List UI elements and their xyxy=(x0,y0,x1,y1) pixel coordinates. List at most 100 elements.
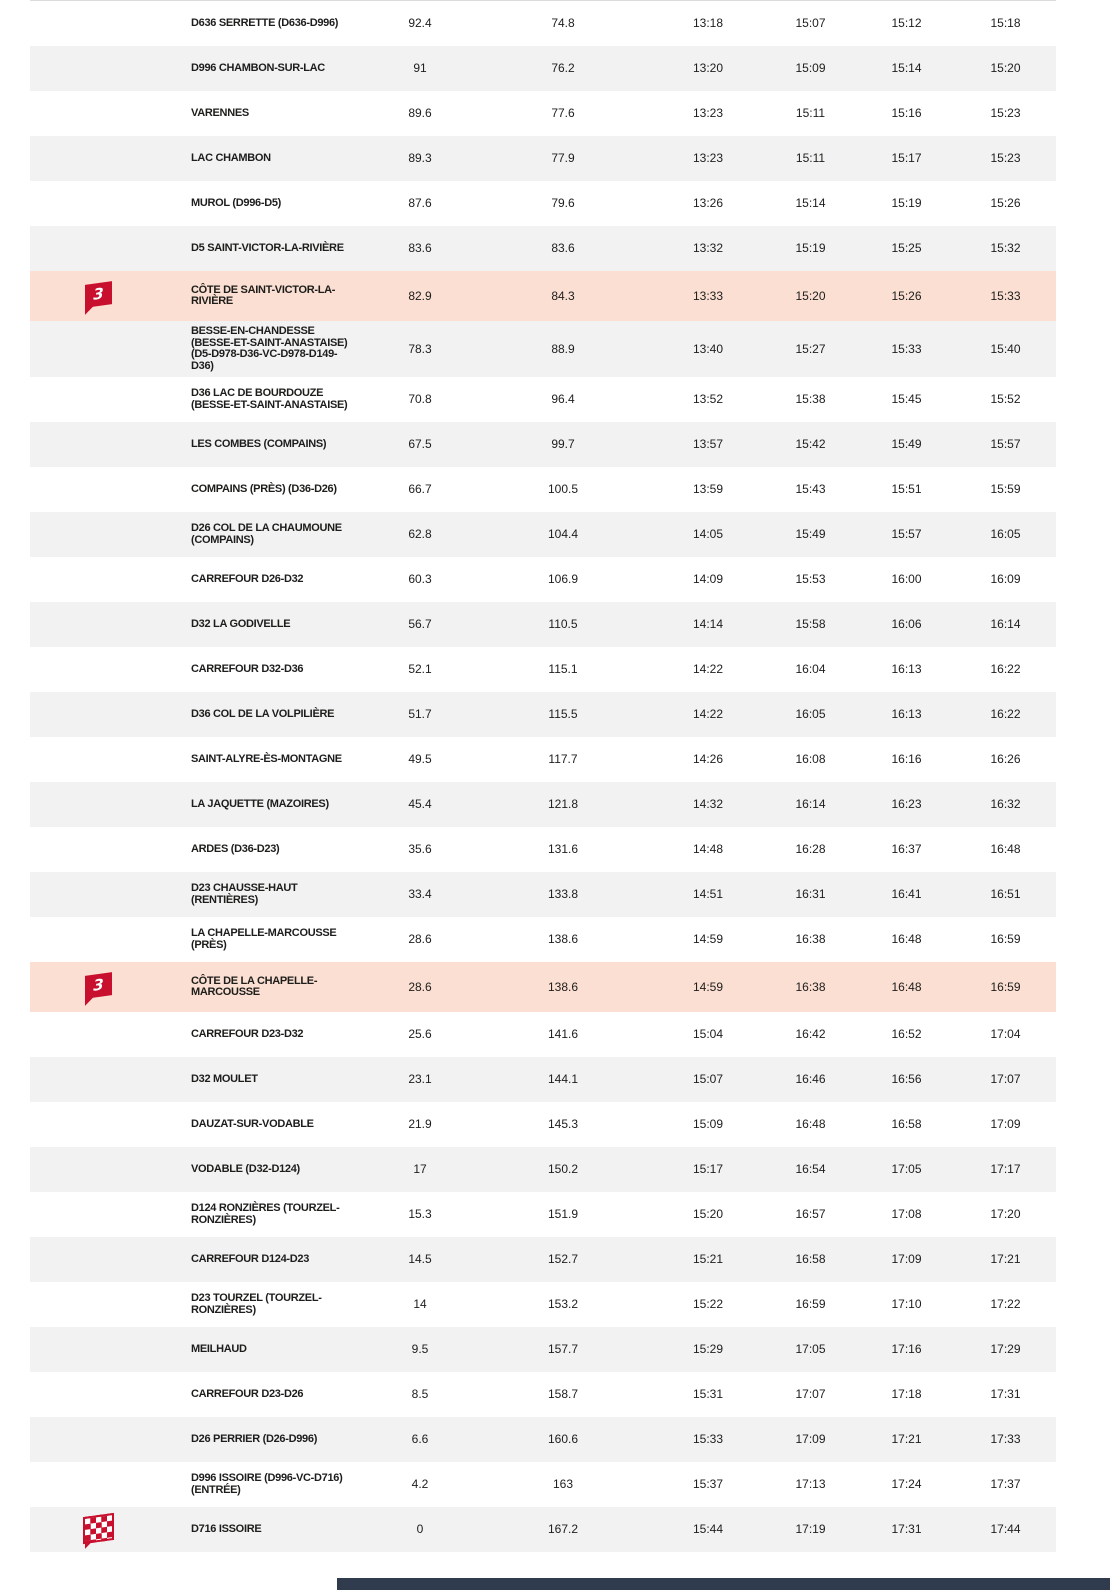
time-cell-3: 15:57 xyxy=(891,527,922,541)
marker-cell xyxy=(30,1,167,46)
time-cell-2: 16:05 xyxy=(795,707,826,721)
time-cell-3: 17:16 xyxy=(891,1342,922,1356)
marker-cell xyxy=(30,1057,167,1102)
marker-cell xyxy=(30,557,167,602)
time-cell-4: 17:04 xyxy=(990,1027,1021,1041)
time-cell-2: 15:53 xyxy=(795,572,826,586)
time-cell-3: 17:21 xyxy=(891,1432,922,1446)
km-covered-cell: 153.2 xyxy=(547,1297,579,1311)
marker-cell xyxy=(30,1462,167,1507)
location-name: D636 SERRETTE (D636-D996) xyxy=(191,16,339,29)
km-covered-cell: 84.3 xyxy=(551,288,575,303)
time-cell-3: 17:18 xyxy=(891,1387,922,1401)
km-covered-cell: 138.6 xyxy=(547,932,579,946)
km-covered-cell: 157.7 xyxy=(547,1342,579,1356)
time-cell-2: 17:09 xyxy=(795,1432,826,1446)
time-cell-4: 15:23 xyxy=(990,151,1021,165)
km-covered-cell: 99.7 xyxy=(551,437,575,451)
time-cell-3: 16:00 xyxy=(891,572,922,586)
category-3-climb-icon: 3 xyxy=(85,281,112,315)
timetable-row: D5 SAINT-VICTOR-LA-RIVIÈRE 83.6 83.6 13:… xyxy=(30,226,1056,271)
km-covered-cell: 104.4 xyxy=(547,527,579,541)
km-to-go-cell: 33.4 xyxy=(408,887,432,901)
flag-tail xyxy=(85,305,94,315)
time-cell-2: 16:38 xyxy=(795,932,826,946)
km-to-go-cell: 78.3 xyxy=(408,341,432,356)
timetable-row: CARREFOUR D32-D36 52.1 115.1 14:22 16:04… xyxy=(30,647,1056,692)
km-covered-cell: 144.1 xyxy=(547,1072,579,1086)
marker-cell: 3 xyxy=(30,271,167,321)
time-cell-1: 15:22 xyxy=(692,1297,724,1311)
marker-cell xyxy=(30,321,167,377)
km-covered-cell: 88.9 xyxy=(551,341,575,356)
climb-category-number: 3 xyxy=(93,975,104,995)
time-cell-4: 16:09 xyxy=(990,572,1021,586)
timetable-row: D26 COL DE LA CHAUMOUNE (COMPAINS) 62.8 … xyxy=(30,512,1056,557)
location-name: CARREFOUR D26-D32 xyxy=(191,572,304,585)
time-cell-1: 15:31 xyxy=(692,1387,724,1401)
marker-cell xyxy=(30,1327,167,1372)
km-covered-cell: 163 xyxy=(552,1477,574,1491)
time-cell-4: 15:33 xyxy=(990,288,1021,303)
location-name: VODABLE (D32-D124) xyxy=(191,1162,300,1175)
km-covered-cell: 100.5 xyxy=(547,482,579,496)
location-name: D5 SAINT-VICTOR-LA-RIVIÈRE xyxy=(191,241,344,254)
time-cell-1: 13:18 xyxy=(692,16,724,30)
km-to-go-cell: 8.5 xyxy=(411,1387,429,1401)
time-cell-2: 15:20 xyxy=(795,288,826,303)
time-cell-3: 15:33 xyxy=(891,341,922,356)
time-cell-3: 16:48 xyxy=(891,932,922,946)
km-to-go-cell: 28.6 xyxy=(408,932,432,946)
marker-cell xyxy=(30,647,167,692)
location-name: CARREFOUR D124-D23 xyxy=(191,1252,310,1265)
time-cell-4: 15:26 xyxy=(990,196,1021,210)
time-cell-4: 15:59 xyxy=(990,482,1021,496)
marker-cell xyxy=(30,1102,167,1147)
km-covered-cell: 145.3 xyxy=(547,1117,579,1131)
location-name: D996 ISSOIRE (D996-VC-D716) (ENTRÉE) xyxy=(191,1472,343,1496)
marker-cell xyxy=(30,46,167,91)
location-name: LES COMBES (COMPAINS) xyxy=(191,437,327,450)
time-cell-3: 17:10 xyxy=(891,1297,922,1311)
time-cell-4: 17:44 xyxy=(990,1522,1021,1536)
marker-cell xyxy=(30,1417,167,1462)
time-cell-4: 16:59 xyxy=(990,932,1021,946)
time-cell-1: 13:40 xyxy=(692,341,724,356)
km-to-go-cell: 52.1 xyxy=(408,662,432,676)
km-to-go-cell: 9.5 xyxy=(411,1342,429,1356)
km-to-go-cell: 62.8 xyxy=(408,527,432,541)
time-cell-4: 15:32 xyxy=(990,241,1021,255)
timetable-row: D23 TOURZEL (TOURZEL-RONZIÈRES) 14 153.2… xyxy=(30,1282,1056,1327)
timetable-row: CARREFOUR D124-D23 14.5 152.7 15:21 16:5… xyxy=(30,1237,1056,1282)
km-to-go-cell: 83.6 xyxy=(408,241,432,255)
time-cell-4: 17:37 xyxy=(990,1477,1021,1491)
timetable-row: D716 ISSOIRE 0 167.2 15:44 17:19 17:31 1… xyxy=(30,1507,1056,1552)
marker-cell: 3 xyxy=(30,962,167,1012)
location-name: D26 PERRIER (D26-D996) xyxy=(191,1432,318,1445)
time-cell-4: 16:26 xyxy=(990,752,1021,766)
time-cell-4: 17:17 xyxy=(990,1162,1021,1176)
time-cell-3: 16:16 xyxy=(891,752,922,766)
marker-cell xyxy=(30,1192,167,1237)
marker-cell xyxy=(30,467,167,512)
time-cell-2: 16:48 xyxy=(795,1117,826,1131)
time-cell-3: 15:51 xyxy=(891,482,922,496)
time-cell-2: 17:07 xyxy=(795,1387,826,1401)
km-covered-cell: 131.6 xyxy=(547,842,579,856)
km-covered-cell: 76.2 xyxy=(551,61,575,75)
time-cell-4: 15:52 xyxy=(990,392,1021,406)
km-covered-cell: 167.2 xyxy=(547,1522,579,1536)
time-cell-4: 17:22 xyxy=(990,1297,1021,1311)
time-cell-4: 17:20 xyxy=(990,1207,1021,1221)
km-to-go-cell: 28.6 xyxy=(408,979,432,994)
km-to-go-cell: 45.4 xyxy=(408,797,432,811)
time-cell-3: 17:24 xyxy=(891,1477,922,1491)
location-name: D996 CHAMBON-SUR-LAC xyxy=(191,61,325,74)
km-to-go-cell: 89.3 xyxy=(408,151,432,165)
time-cell-4: 17:09 xyxy=(990,1117,1021,1131)
time-cell-1: 13:57 xyxy=(692,437,724,451)
km-to-go-cell: 89.6 xyxy=(408,106,432,120)
time-cell-2: 16:31 xyxy=(795,887,826,901)
km-to-go-cell: 25.6 xyxy=(408,1027,432,1041)
